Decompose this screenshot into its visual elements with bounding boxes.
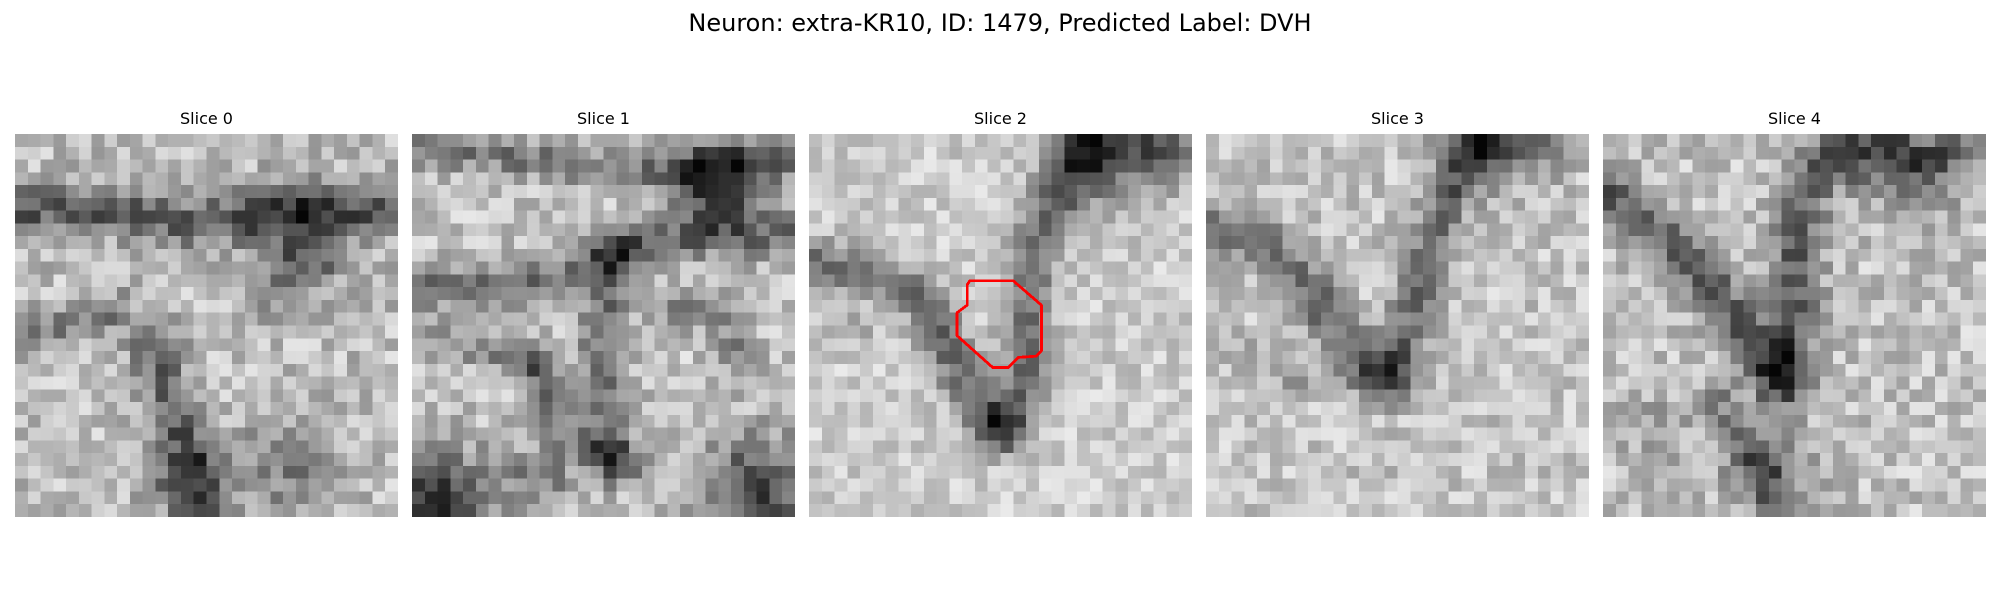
segmentation-contour — [955, 279, 1043, 370]
slice-panel-3: Slice 3 — [1206, 109, 1589, 517]
slice-panel-2: Slice 2 — [809, 109, 1192, 517]
slice-title-4: Slice 4 — [1768, 109, 1821, 128]
slice-panel-4: Slice 4 — [1603, 109, 1986, 517]
slice-title-3: Slice 3 — [1371, 109, 1424, 128]
slice-image-2 — [809, 134, 1192, 517]
figure-title: Neuron: extra-KR10, ID: 1479, Predicted … — [688, 9, 1312, 37]
slice-title-2: Slice 2 — [974, 109, 1027, 128]
slice-panel-1: Slice 1 — [412, 109, 795, 517]
slice-image-3 — [1206, 134, 1589, 517]
contour-overlay — [955, 279, 1043, 370]
slice-title-1: Slice 1 — [577, 109, 630, 128]
slice-title-0: Slice 0 — [180, 109, 233, 128]
slice-image-4 — [1603, 134, 1986, 517]
slice-image-0 — [15, 134, 398, 517]
slice-panel-0: Slice 0 — [15, 109, 398, 517]
slice-image-1 — [412, 134, 795, 517]
